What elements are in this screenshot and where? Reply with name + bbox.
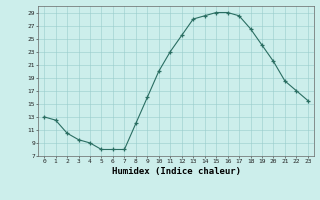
- X-axis label: Humidex (Indice chaleur): Humidex (Indice chaleur): [111, 167, 241, 176]
